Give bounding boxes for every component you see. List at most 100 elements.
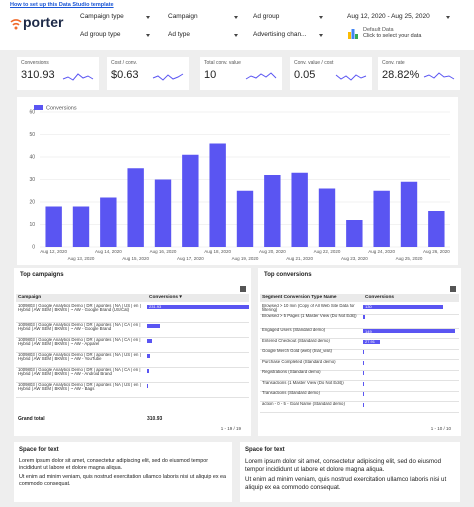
x-tick-label: Aug 24, 2020 xyxy=(368,249,395,254)
total-value: 310.93 xyxy=(147,416,163,422)
table-bar xyxy=(363,315,365,319)
dropdown-caret xyxy=(146,16,150,19)
bar xyxy=(346,220,363,247)
table-bar xyxy=(363,360,365,365)
scorecard-value: 28.82% xyxy=(382,69,420,81)
table-bar xyxy=(363,329,455,333)
total-label: Grand total xyxy=(18,416,45,422)
bar xyxy=(291,172,308,247)
table-bar xyxy=(147,383,149,388)
row-separator xyxy=(260,390,459,392)
table-bar xyxy=(147,353,151,358)
bar xyxy=(318,188,336,247)
x-tick-label: Aug 13, 2020 xyxy=(68,256,95,261)
filter-control[interactable]: Ad group type xyxy=(80,31,121,38)
scorecard: Conversions 310.93 xyxy=(17,57,99,90)
bar-value-label: 231.93 xyxy=(149,304,162,310)
pagination[interactable]: 1 - 19 / 19 xyxy=(220,426,241,431)
column-header[interactable]: Conversions xyxy=(365,295,395,300)
y-tick-label: 60 xyxy=(29,109,35,115)
table-bar xyxy=(147,368,150,373)
chart-card: 0 10 20 30 40 50 60 Conversions Aug 12, 2020 Aug … xyxy=(17,97,458,265)
filter-control[interactable]: Ad group xyxy=(253,13,280,20)
scorecard-label: Cost / conv. xyxy=(111,60,138,66)
row-separator xyxy=(260,369,459,371)
bar xyxy=(373,190,390,247)
dropdown-caret xyxy=(234,16,238,19)
date-range[interactable]: Aug 12, 2020 - Aug 25, 2020 xyxy=(347,13,430,20)
setup-link[interactable]: How to set up this Data Studio template xyxy=(10,2,114,8)
x-tick-label: Aug 14, 2020 xyxy=(95,249,122,254)
row-name: 1009803 | Google Analytics Demo | DR | a… xyxy=(18,382,141,392)
text-box-paragraph: Lorem ipsum dolor sit amet, consectetur … xyxy=(245,458,442,474)
filter-control[interactable]: Ad type xyxy=(168,31,191,38)
x-tick-label: Aug 18, 2020 xyxy=(204,249,231,254)
scorecard: Conv. rate 28.82% xyxy=(378,57,460,90)
dropdown-caret xyxy=(146,34,150,37)
table-bar xyxy=(363,381,365,386)
row-separator xyxy=(16,337,249,338)
sparkline-path xyxy=(423,72,455,80)
row-separator xyxy=(260,313,459,315)
text-box-title: Space for text xyxy=(19,447,59,453)
row-separator xyxy=(260,359,459,360)
sparkline xyxy=(245,72,277,80)
dropdown-caret xyxy=(446,16,450,19)
row-separator xyxy=(260,327,459,329)
row-name: Entered Checkout (Standard demo) xyxy=(262,338,330,343)
bar xyxy=(264,175,281,247)
x-tick-label: Aug 22, 2020 xyxy=(314,249,341,254)
dropdown-caret xyxy=(234,34,238,37)
row-separator xyxy=(16,397,249,398)
y-tick-label: 20 xyxy=(29,199,35,205)
scorecard: Total conv. value 10 xyxy=(200,57,282,90)
column-header[interactable]: Conversions ▾ xyxy=(149,295,182,300)
legend-label: Conversions xyxy=(46,105,77,111)
bar xyxy=(127,168,144,247)
table-card: Top campaigns Campaign Conversions ▾ 100980… xyxy=(14,268,251,436)
x-tick-label: Aug 20, 2020 xyxy=(259,249,286,254)
sparkline-path xyxy=(62,73,94,81)
text-box: Space for text Lorem ipsum dolor sit amet… xyxy=(240,442,460,502)
row-name: Browsed > 5 Pages (1 Master View (Do Not… xyxy=(262,314,357,318)
table-card: Top conversions Segment Conversion Type N… xyxy=(258,268,461,436)
filter-control[interactable]: Campaign type xyxy=(80,13,124,20)
data-source-title[interactable]: Default Data xyxy=(363,27,394,33)
dropdown-caret xyxy=(319,34,323,37)
row-name: Google Merch Gold (web) (trial_visit) xyxy=(262,349,332,353)
row-name: Purchase Completed (Standard demo) xyxy=(262,359,336,364)
scorecard-label: Conversions xyxy=(21,60,49,66)
row-name: action - 0 - 5 - Goal Name (Standard dem… xyxy=(262,401,345,406)
scorecard-label: Conv. rate xyxy=(382,60,405,66)
data-source-icon xyxy=(348,29,358,39)
table-bar xyxy=(363,402,364,407)
table-bar xyxy=(147,304,249,309)
scorecard: Cost / conv. $0.63 xyxy=(107,57,189,90)
x-tick-label: Aug 23, 2020 xyxy=(341,256,368,261)
x-tick-label: Aug 12, 2020 xyxy=(40,249,67,254)
scorecard-value: $0.63 xyxy=(111,69,139,81)
x-tick-label: Aug 15, 2020 xyxy=(122,256,149,261)
x-tick-label: Aug 17, 2020 xyxy=(177,256,204,261)
sparkline xyxy=(335,74,367,81)
column-header: Segment Conversion Type Name xyxy=(262,295,337,300)
row-separator xyxy=(260,401,459,402)
row-separator xyxy=(16,382,249,383)
row-separator xyxy=(16,367,249,368)
data-source-subtitle[interactable]: Click to select your data xyxy=(363,33,422,39)
filter-control[interactable]: Advertising chan... xyxy=(253,31,307,38)
table-bar xyxy=(363,304,444,309)
pagination[interactable]: 1 - 10 / 10 xyxy=(430,426,451,431)
scorecard-value: 0.05 xyxy=(294,69,316,81)
filter-control[interactable]: Campaign xyxy=(168,13,198,20)
x-tick-label: Aug 19, 2020 xyxy=(232,256,259,261)
row-separator xyxy=(260,380,459,381)
bar-value-label: 27.91 xyxy=(365,339,376,345)
bar xyxy=(182,154,199,247)
logo: porter xyxy=(23,14,64,30)
table-bar xyxy=(363,350,365,354)
sparkline xyxy=(423,72,455,80)
y-tick-label: 30 xyxy=(29,177,35,183)
scorecard-label: Conv. value / cost xyxy=(294,60,334,66)
